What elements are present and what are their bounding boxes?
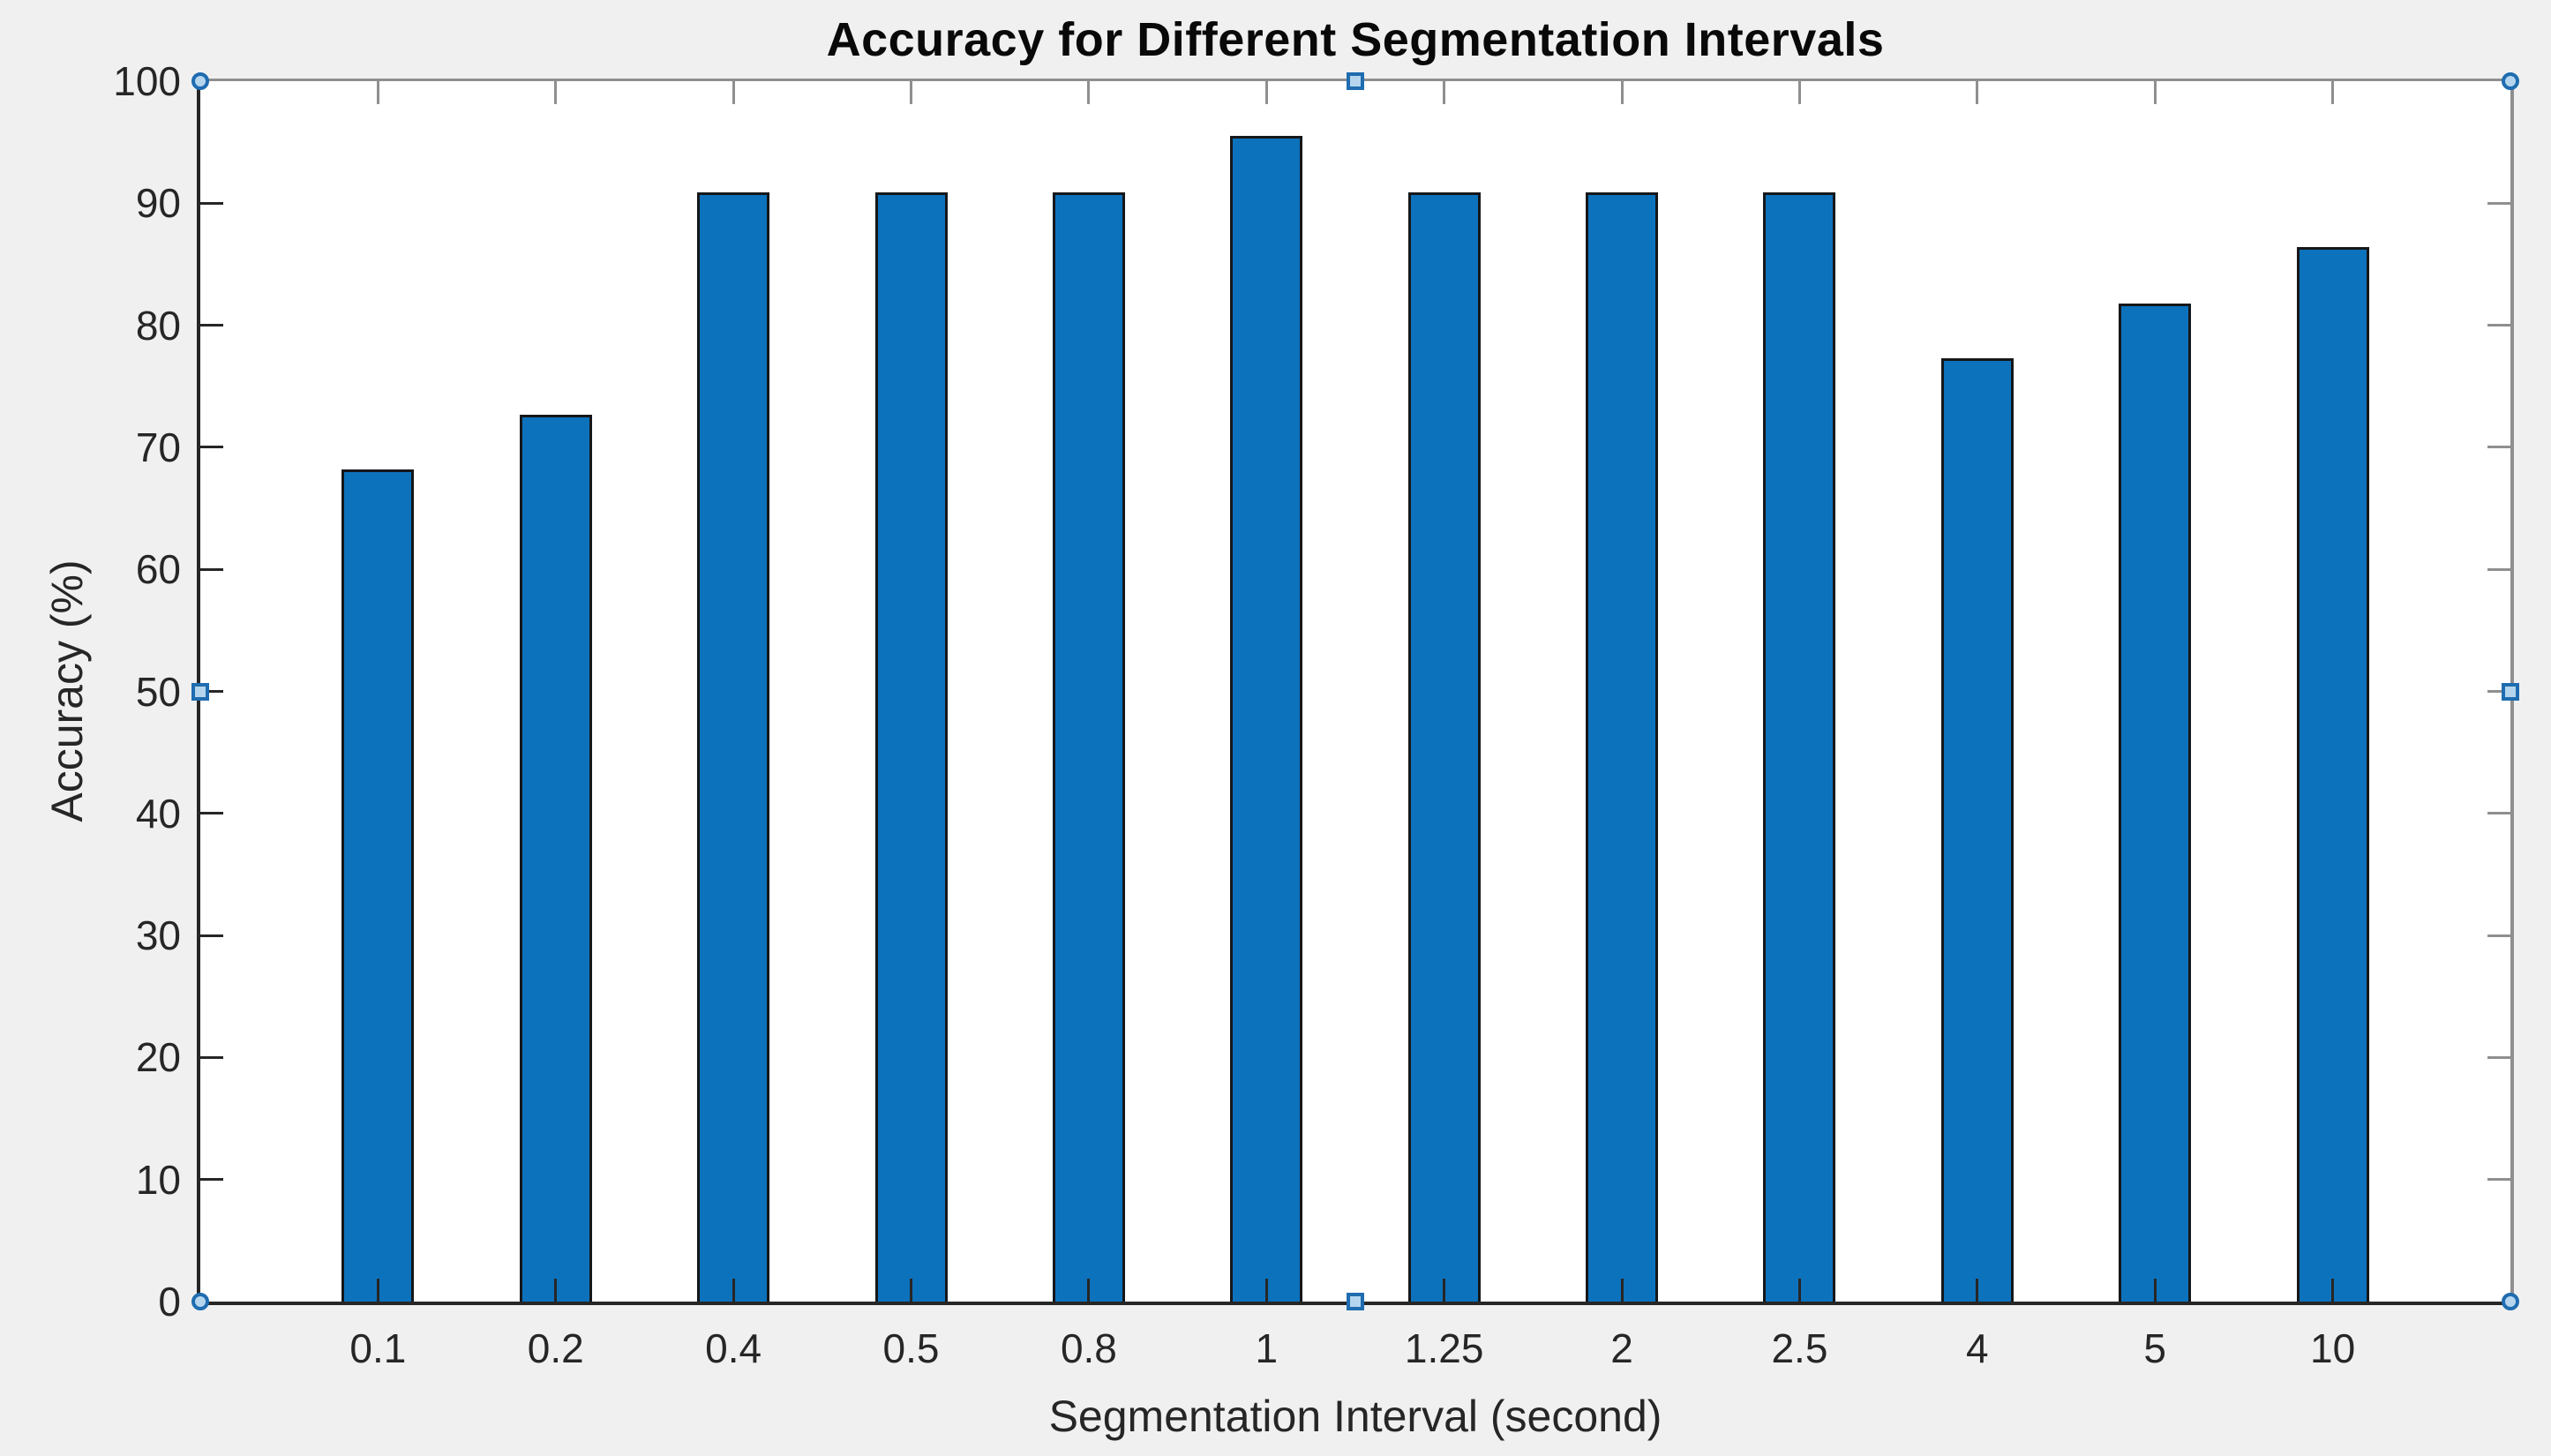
x-tick-mark bbox=[910, 1279, 913, 1302]
y-tick-mark-right bbox=[2487, 1055, 2510, 1059]
selection-handle-bottom-right[interactable] bbox=[2502, 1293, 2519, 1310]
x-tick-label: 2 bbox=[1610, 1325, 1633, 1371]
y-tick-mark-right bbox=[2487, 567, 2510, 571]
x-tick-label: 1 bbox=[1255, 1325, 1279, 1371]
y-tick-label: 50 bbox=[135, 668, 181, 715]
selection-handle-top-left[interactable] bbox=[191, 72, 209, 90]
y-tick-mark bbox=[200, 1055, 223, 1059]
x-tick-mark bbox=[1264, 1279, 1268, 1302]
bar-10[interactable] bbox=[2296, 247, 2369, 1302]
y-tick-mark-right bbox=[2487, 201, 2510, 205]
x-tick-label: 0.5 bbox=[882, 1325, 940, 1371]
y-tick-label: 10 bbox=[135, 1156, 181, 1203]
selection-handle-bottom-center[interactable] bbox=[1347, 1293, 1364, 1310]
x-tick-mark-top bbox=[554, 81, 558, 104]
x-tick-mark-top bbox=[1620, 81, 1624, 104]
selection-handle-middle-right[interactable] bbox=[2502, 682, 2519, 701]
bar-5[interactable] bbox=[2119, 303, 2192, 1302]
x-tick-mark-top bbox=[1087, 81, 1091, 104]
selection-handle-bottom-left[interactable] bbox=[191, 1293, 209, 1310]
y-tick-mark bbox=[200, 567, 223, 571]
x-tick-mark-top bbox=[1797, 81, 1801, 104]
selection-handle-top-center[interactable] bbox=[1347, 72, 1364, 90]
bar-4[interactable] bbox=[1940, 357, 2014, 1302]
y-tick-mark-right bbox=[2487, 934, 2510, 937]
bar-0.8[interactable] bbox=[1052, 191, 1125, 1302]
x-tick-mark-top bbox=[2153, 81, 2157, 104]
chart-title[interactable]: Accuracy for Different Segmentation Inte… bbox=[826, 13, 1885, 66]
y-tick-label: 60 bbox=[135, 546, 181, 593]
x-tick-mark-top bbox=[732, 81, 735, 104]
selection-handle-middle-left[interactable] bbox=[191, 682, 209, 701]
x-tick-mark bbox=[1443, 1279, 1446, 1302]
y-tick-mark-right bbox=[2487, 446, 2510, 449]
x-tick-mark bbox=[1797, 1279, 1801, 1302]
y-tick-mark bbox=[200, 690, 223, 693]
x-tick-mark-top bbox=[376, 81, 379, 104]
y-tick-mark bbox=[200, 934, 223, 937]
x-tick-label: 5 bbox=[2143, 1325, 2167, 1371]
x-tick-mark bbox=[2153, 1279, 2157, 1302]
y-tick-mark bbox=[200, 201, 223, 205]
x-tick-mark-top bbox=[2331, 81, 2335, 104]
bar-1.25[interactable] bbox=[1407, 191, 1481, 1302]
x-tick-label: 0.8 bbox=[1060, 1325, 1117, 1371]
x-tick-label: 1.25 bbox=[1404, 1325, 1484, 1371]
x-tick-label: 0.1 bbox=[349, 1325, 407, 1371]
bar-0.4[interactable] bbox=[697, 191, 770, 1302]
plot-area[interactable] bbox=[197, 79, 2514, 1305]
x-tick-mark bbox=[376, 1279, 379, 1302]
bar-0.2[interactable] bbox=[519, 414, 592, 1302]
x-tick-mark bbox=[554, 1279, 558, 1302]
bar-2.5[interactable] bbox=[1763, 191, 1836, 1302]
y-tick-mark bbox=[200, 324, 223, 327]
x-tick-label: 0.2 bbox=[527, 1325, 584, 1371]
x-tick-label: 10 bbox=[2310, 1325, 2356, 1371]
y-tick-label: 80 bbox=[135, 302, 181, 349]
y-tick-mark-right bbox=[2487, 812, 2510, 815]
y-tick-mark-right bbox=[2487, 690, 2510, 693]
bar-0.5[interactable] bbox=[874, 191, 948, 1302]
y-tick-label: 20 bbox=[135, 1034, 181, 1081]
y-tick-label: 0 bbox=[158, 1279, 181, 1325]
y-tick-label: 70 bbox=[135, 424, 181, 470]
y-tick-mark-right bbox=[2487, 324, 2510, 327]
bar-2[interactable] bbox=[1586, 191, 1659, 1302]
y-tick-mark bbox=[200, 812, 223, 815]
selection-handle-top-right[interactable] bbox=[2502, 72, 2519, 90]
y-tick-mark-right bbox=[2487, 1178, 2510, 1182]
x-tick-mark bbox=[732, 1279, 735, 1302]
y-tick-label: 90 bbox=[135, 180, 181, 227]
x-tick-label: 0.4 bbox=[705, 1325, 762, 1371]
x-tick-mark bbox=[1976, 1279, 1979, 1302]
y-tick-label: 30 bbox=[135, 912, 181, 959]
x-tick-mark bbox=[1620, 1279, 1624, 1302]
x-tick-mark-top bbox=[1264, 81, 1268, 104]
y-tick-mark bbox=[200, 1178, 223, 1182]
x-tick-mark bbox=[1087, 1279, 1091, 1302]
x-axis-label[interactable]: Segmentation Interval (second) bbox=[1048, 1392, 1662, 1441]
y-tick-label: 100 bbox=[113, 58, 181, 104]
y-tick-mark bbox=[200, 446, 223, 449]
x-tick-mark-top bbox=[910, 81, 913, 104]
bar-1[interactable] bbox=[1230, 136, 1303, 1302]
x-tick-mark-top bbox=[1976, 81, 1979, 104]
x-tick-label: 2.5 bbox=[1771, 1325, 1828, 1371]
y-tick-label: 40 bbox=[135, 790, 181, 837]
x-tick-mark-top bbox=[1443, 81, 1446, 104]
x-tick-label: 4 bbox=[1966, 1325, 1989, 1371]
x-tick-mark bbox=[2331, 1279, 2335, 1302]
bar-0.1[interactable] bbox=[341, 469, 415, 1302]
